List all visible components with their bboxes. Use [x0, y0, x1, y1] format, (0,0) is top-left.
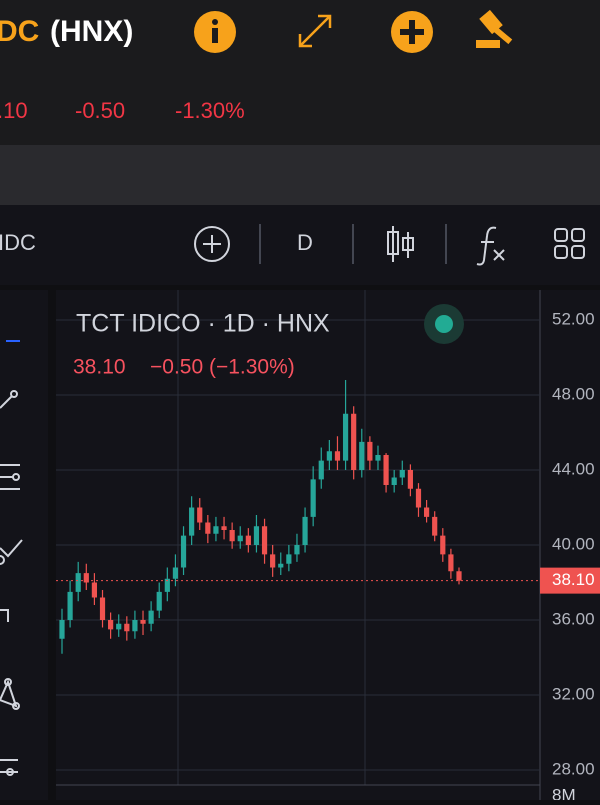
candle-body — [440, 535, 446, 555]
layouts-button[interactable] — [554, 228, 585, 259]
y-tick-label: 52.00 — [552, 309, 595, 328]
candle-body — [351, 413, 357, 470]
candle-body — [407, 470, 413, 489]
shape-tool[interactable] — [0, 678, 20, 710]
add-indicator-button[interactable] — [194, 226, 230, 262]
candles — [59, 380, 462, 654]
expand-button[interactable] — [298, 14, 332, 48]
candle-body — [278, 563, 284, 568]
candle-body — [253, 526, 260, 545]
y-tick-label: 40.00 — [552, 534, 595, 553]
candle-body — [326, 451, 332, 461]
candle-body — [116, 623, 122, 630]
last-price-label: 38.10 — [552, 570, 595, 589]
fib-tool[interactable] — [0, 464, 20, 490]
candle-body — [172, 567, 179, 579]
candle-body — [270, 554, 276, 568]
candle-body — [423, 507, 430, 517]
candle-body — [132, 620, 138, 632]
status-dot — [424, 304, 464, 344]
y-tick-label: 48.00 — [552, 384, 595, 403]
candle-body — [302, 516, 308, 545]
toolbar-symbol[interactable]: IDC — [0, 230, 36, 255]
measure-tool[interactable] — [0, 609, 9, 622]
drawing-tools — [0, 340, 23, 776]
candle-body — [67, 591, 73, 620]
candle-body — [334, 451, 341, 461]
last-price-box — [540, 567, 600, 594]
candle-body — [399, 470, 405, 478]
candle-body — [213, 526, 219, 534]
candle-body — [164, 578, 170, 592]
interval[interactable]: D — [297, 230, 313, 255]
y-tick-label: 36.00 — [552, 609, 595, 628]
candle-body — [205, 522, 211, 534]
legend-change: −0.50 (−1.30%) — [150, 356, 295, 379]
trend-line-tool[interactable] — [0, 390, 18, 409]
candle-body — [237, 535, 243, 542]
price: .10 — [0, 98, 28, 123]
candle-body — [456, 571, 462, 581]
chart-toolbar — [0, 205, 600, 285]
y-tick-label: 44.00 — [552, 459, 595, 478]
candle-body — [91, 582, 98, 598]
candle-body — [83, 573, 89, 583]
text-tool[interactable] — [0, 759, 18, 776]
candle-body — [108, 620, 114, 630]
pattern-tool[interactable] — [0, 539, 23, 565]
candle-body — [99, 597, 106, 620]
candle-body — [383, 455, 389, 485]
order-button[interactable] — [476, 9, 513, 48]
candle-body — [124, 623, 130, 632]
info-button[interactable] — [194, 11, 236, 53]
candle-body — [415, 488, 422, 508]
candle-body — [294, 545, 300, 555]
candle-body — [367, 441, 373, 461]
chart-title: TCT IDICO · 1D · HNX — [76, 310, 330, 338]
candle-body — [432, 516, 438, 536]
candle-body — [391, 477, 397, 485]
y-tick-label: 28.00 — [552, 759, 595, 778]
candle-body — [59, 620, 65, 639]
exchange: (HNX) — [50, 15, 133, 48]
candle-body — [189, 507, 195, 536]
volume-axis-label: 8M — [552, 785, 576, 800]
candle-body — [310, 479, 316, 517]
candle-body — [359, 441, 365, 470]
spacer-band — [0, 145, 600, 205]
candle-body — [156, 591, 162, 611]
change: -0.50 — [75, 98, 125, 123]
candle-body — [448, 554, 454, 572]
drawing-toolbar — [0, 290, 48, 800]
legend-price: 38.10 — [73, 356, 126, 379]
add-button[interactable] — [391, 11, 433, 53]
candle-body — [75, 573, 81, 592]
candle-body — [180, 535, 187, 568]
candle-body — [286, 554, 292, 564]
candle-body — [245, 535, 251, 545]
candle-body — [148, 610, 154, 624]
candle-body — [140, 620, 146, 624]
candle-body — [318, 460, 324, 480]
candle-body — [375, 455, 381, 461]
chart-style-button[interactable] — [387, 226, 414, 262]
y-tick-label: 32.00 — [552, 684, 595, 703]
indicators-button[interactable] — [476, 226, 505, 266]
candle-body — [197, 507, 203, 523]
symbol: DC — [0, 15, 39, 48]
candle-body — [221, 526, 227, 530]
candle-body — [229, 530, 235, 542]
candle-body — [261, 526, 268, 555]
change-percent: -1.30% — [175, 98, 245, 123]
candle-body — [342, 413, 349, 461]
